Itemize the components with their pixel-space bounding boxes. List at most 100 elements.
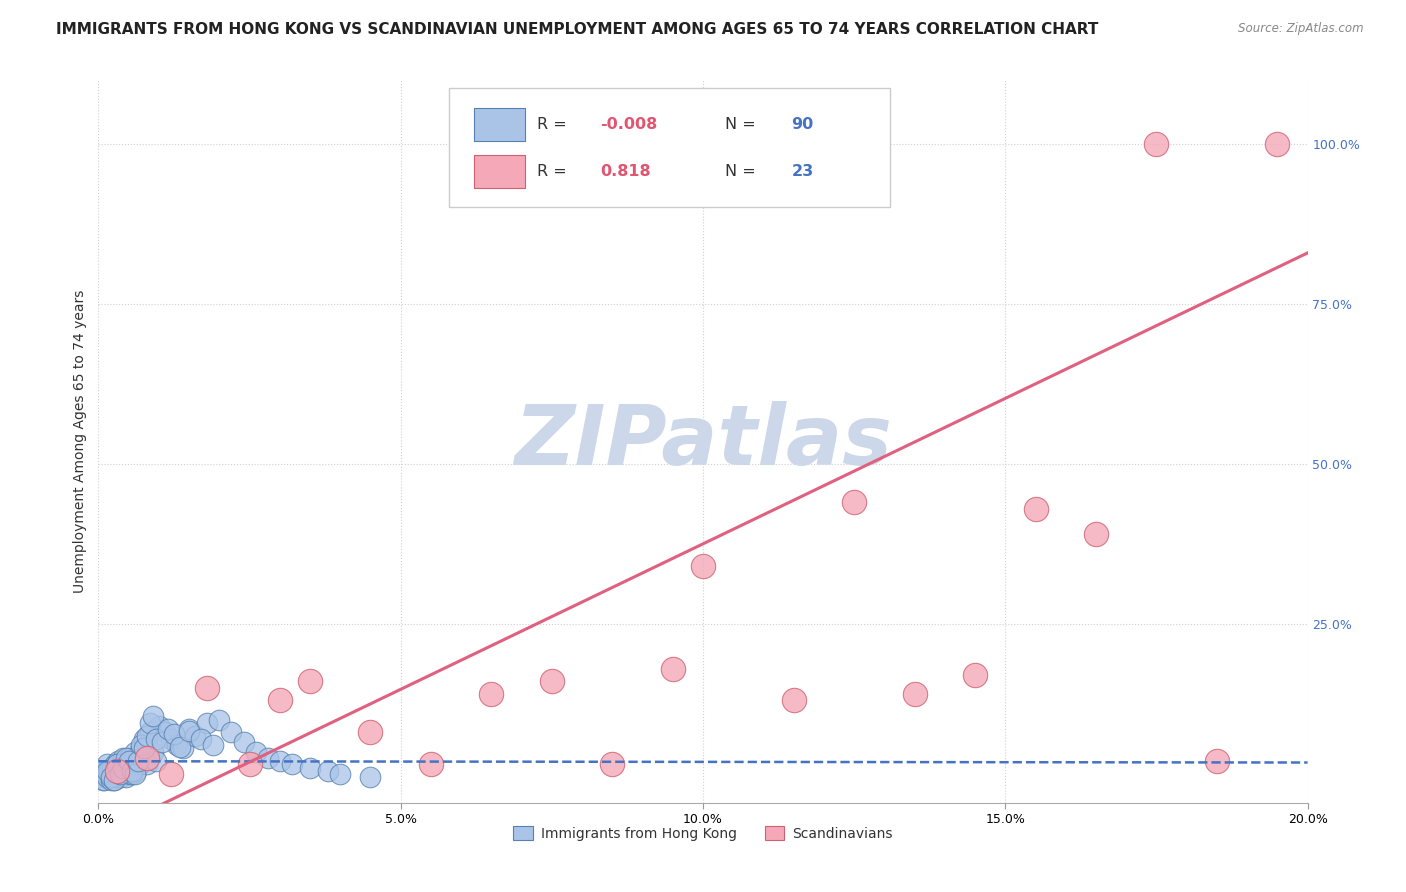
Legend: Immigrants from Hong Kong, Scandinavians: Immigrants from Hong Kong, Scandinavians xyxy=(508,821,898,847)
FancyBboxPatch shape xyxy=(449,87,890,207)
Text: 0.818: 0.818 xyxy=(600,164,651,179)
Point xyxy=(163,727,186,741)
Point xyxy=(232,735,254,749)
Point xyxy=(481,687,503,701)
Point xyxy=(121,754,143,768)
Point xyxy=(118,754,141,768)
Point xyxy=(1267,137,1289,152)
Point xyxy=(129,751,152,765)
Point xyxy=(124,757,146,772)
Point xyxy=(124,745,146,759)
Point xyxy=(153,725,176,739)
Point xyxy=(108,767,131,781)
Point xyxy=(142,709,165,723)
Point xyxy=(90,770,112,784)
Point xyxy=(202,738,225,752)
Point xyxy=(111,751,134,765)
Point xyxy=(783,693,806,707)
Point xyxy=(135,729,157,743)
Point xyxy=(166,738,188,752)
Point xyxy=(121,767,143,781)
FancyBboxPatch shape xyxy=(474,108,526,141)
Point xyxy=(195,681,218,695)
Point xyxy=(94,767,117,781)
FancyBboxPatch shape xyxy=(474,155,526,188)
Point xyxy=(135,738,157,752)
Point xyxy=(91,773,114,788)
Text: R =: R = xyxy=(537,164,567,179)
Point xyxy=(540,674,562,689)
Point xyxy=(602,757,624,772)
Point xyxy=(129,738,152,752)
Point xyxy=(281,757,304,772)
Point xyxy=(127,747,149,762)
Point xyxy=(142,745,165,759)
Point xyxy=(245,745,267,759)
Point xyxy=(299,761,322,775)
Point xyxy=(105,757,128,772)
Point xyxy=(111,761,134,775)
Point xyxy=(103,767,125,781)
Text: N =: N = xyxy=(724,164,755,179)
Point xyxy=(108,761,131,775)
Point xyxy=(124,767,146,781)
Point xyxy=(239,757,262,772)
Point xyxy=(93,764,115,778)
Point xyxy=(100,770,122,784)
Point xyxy=(105,764,128,778)
Point xyxy=(148,719,170,733)
Text: 23: 23 xyxy=(792,164,814,179)
Point xyxy=(172,741,194,756)
Point xyxy=(132,741,155,756)
Point xyxy=(145,731,167,746)
Point xyxy=(96,770,118,784)
Point xyxy=(93,773,115,788)
Point xyxy=(139,725,162,739)
Point xyxy=(129,741,152,756)
Text: R =: R = xyxy=(537,117,567,132)
Point xyxy=(111,764,134,778)
Point xyxy=(360,770,382,784)
Point xyxy=(184,729,207,743)
Point xyxy=(132,731,155,746)
Point xyxy=(190,731,212,746)
Point xyxy=(169,739,191,754)
Point xyxy=(160,767,183,781)
Point xyxy=(98,764,121,778)
Point xyxy=(316,764,339,778)
Point xyxy=(96,757,118,772)
Point xyxy=(110,770,132,784)
Point xyxy=(208,713,231,727)
Point xyxy=(269,693,291,707)
Point xyxy=(135,751,157,765)
Point xyxy=(904,687,927,701)
Text: 90: 90 xyxy=(792,117,814,132)
Text: N =: N = xyxy=(724,117,755,132)
Point xyxy=(108,767,131,781)
Point xyxy=(121,764,143,778)
Point xyxy=(965,668,987,682)
Point xyxy=(420,757,443,772)
Point xyxy=(145,754,167,768)
Point xyxy=(118,767,141,781)
Point xyxy=(125,764,148,778)
Text: ZIPatlas: ZIPatlas xyxy=(515,401,891,482)
Point xyxy=(128,757,150,772)
Point xyxy=(100,770,122,784)
Point xyxy=(269,754,291,768)
Point xyxy=(329,767,352,781)
Point xyxy=(135,751,157,765)
Y-axis label: Unemployment Among Ages 65 to 74 years: Unemployment Among Ages 65 to 74 years xyxy=(73,290,87,593)
Point xyxy=(139,715,162,730)
Point xyxy=(105,764,128,778)
Point xyxy=(114,770,136,784)
Point xyxy=(179,723,201,737)
Point xyxy=(844,495,866,509)
Point xyxy=(156,723,179,737)
Text: Source: ZipAtlas.com: Source: ZipAtlas.com xyxy=(1239,22,1364,36)
Point xyxy=(221,725,243,739)
Point xyxy=(112,767,135,781)
Point xyxy=(103,773,125,788)
Point xyxy=(131,754,153,768)
Point xyxy=(114,751,136,765)
